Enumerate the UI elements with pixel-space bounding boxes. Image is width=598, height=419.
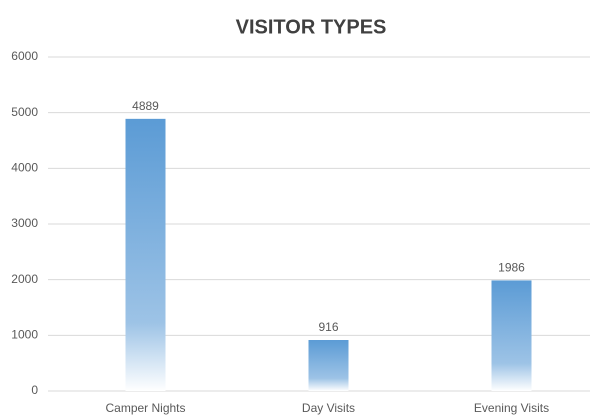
y-tick-label: 6000 (11, 49, 38, 63)
data-label: 1986 (498, 261, 525, 275)
y-tick-label: 0 (31, 383, 38, 397)
y-tick-label: 5000 (11, 105, 38, 119)
y-tick-label: 1000 (11, 328, 38, 342)
x-tick-label: Camper Nights (105, 401, 185, 415)
x-tick-label: Day Visits (302, 401, 355, 415)
bar (491, 280, 532, 391)
bar (125, 118, 166, 391)
x-tick-label: Evening Visits (474, 401, 549, 415)
data-label: 916 (318, 320, 338, 334)
y-tick-label: 2000 (11, 272, 38, 286)
bar (308, 340, 349, 391)
data-label: 4889 (132, 99, 159, 113)
y-tick-label: 3000 (11, 216, 38, 230)
chart-title: VISITOR TYPES (236, 16, 387, 38)
y-tick-label: 4000 (11, 161, 38, 175)
